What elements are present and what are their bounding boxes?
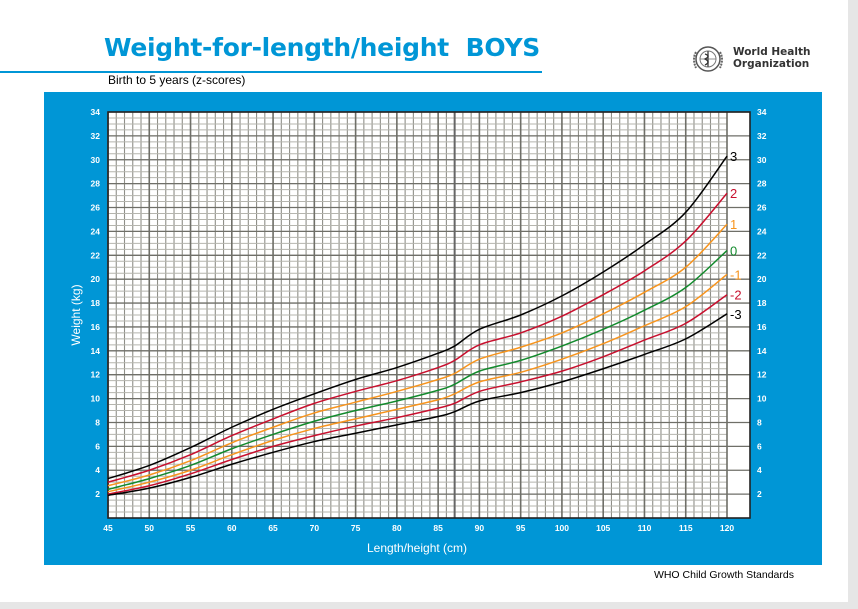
curve-z3 xyxy=(107,155,728,480)
y-tick-label-right: 10 xyxy=(757,394,767,404)
x-tick-label: 90 xyxy=(475,523,485,533)
x-tick-label: 80 xyxy=(392,523,402,533)
y-tick-label-left: 4 xyxy=(95,465,100,475)
curve-label-z3: 3 xyxy=(730,149,737,164)
y-tick-label-left: 22 xyxy=(91,250,101,260)
curve-label-z-1: -1 xyxy=(730,267,742,282)
chart-page: Weight-for-length/height BOYS Birth to 5… xyxy=(0,0,848,602)
x-tick-label: 50 xyxy=(145,523,155,533)
who-emblem-icon xyxy=(693,46,723,72)
y-tick-label-left: 24 xyxy=(91,226,101,236)
who-name: World Health Organization xyxy=(733,46,810,70)
curve-z2 xyxy=(107,192,728,483)
y-tick-label-left: 12 xyxy=(91,370,101,380)
curve-label-z1: 1 xyxy=(730,217,737,232)
curve-label-z2: 2 xyxy=(730,186,737,201)
y-tick-label-right: 4 xyxy=(757,465,762,475)
curve-label-z-2: -2 xyxy=(730,288,742,303)
curve-z0 xyxy=(107,249,728,491)
who-name-line1: World Health xyxy=(733,46,811,58)
y-tick-label-left: 14 xyxy=(91,346,101,356)
z-score-curves xyxy=(107,155,728,497)
y-tick-label-left: 10 xyxy=(91,394,101,404)
plot-frame xyxy=(107,111,751,519)
title-underline xyxy=(0,71,542,73)
y-tick-label-right: 16 xyxy=(757,322,767,332)
page-subtitle: Birth to 5 years (z-scores) xyxy=(108,73,246,87)
y-tick-label-left: 26 xyxy=(91,203,101,213)
x-tick-label: 115 xyxy=(679,523,693,533)
x-tick-labels: 45 50 55 60 65 70 75 80 85 90 95 100 105 110 115 120 xyxy=(103,523,734,533)
y-tick-label-left: 20 xyxy=(91,274,101,284)
y-tick-label-right: 26 xyxy=(757,203,767,213)
grid-major xyxy=(107,111,751,519)
y-tick-label-right: 34 xyxy=(757,107,767,117)
curve-z1 xyxy=(107,223,728,487)
curve-label-z0: 0 xyxy=(730,244,737,259)
source-note: WHO Child Growth Standards xyxy=(653,569,794,581)
y-tick-label-right: 32 xyxy=(757,131,767,141)
y-tick-label-right: 20 xyxy=(757,274,767,284)
y-tick-label-right: 12 xyxy=(757,370,767,380)
x-tick-label: 70 xyxy=(310,523,320,533)
x-tick-label: 75 xyxy=(351,523,361,533)
y-tick-label-right: 28 xyxy=(757,179,767,189)
y-tick-label-left: 6 xyxy=(95,441,100,451)
x-tick-label: 100 xyxy=(555,523,569,533)
x-tick-label: 60 xyxy=(227,523,237,533)
x-tick-label: 65 xyxy=(268,523,278,533)
y-tick-label-left: 16 xyxy=(91,322,101,332)
y-tick-label-right: 6 xyxy=(757,441,762,451)
y-tick-label-right: 2 xyxy=(757,489,762,499)
x-tick-label: 85 xyxy=(433,523,443,533)
y-tick-label-right: 22 xyxy=(757,250,767,260)
y-tick-label-left: 8 xyxy=(95,417,100,427)
curve-label-z-3: -3 xyxy=(730,307,742,322)
y-tick-label-right: 14 xyxy=(757,346,767,356)
y-tick-label-left: 2 xyxy=(95,489,100,499)
x-tick-label: 45 xyxy=(103,523,113,533)
x-tick-label: 95 xyxy=(516,523,526,533)
curve-z-3 xyxy=(107,313,728,497)
page-title: Weight-for-length/height BOYS xyxy=(104,33,540,62)
y-tick-label-right: 18 xyxy=(757,298,767,308)
x-tick-label: 105 xyxy=(596,523,610,533)
curve-z-2 xyxy=(107,294,728,495)
y-tick-label-right: 8 xyxy=(757,417,762,427)
x-tick-label: 120 xyxy=(720,523,734,533)
y-axis-label: Weight (kg) xyxy=(69,284,83,345)
y-tick-label-left: 18 xyxy=(91,298,101,308)
curve-z-1 xyxy=(107,273,728,493)
x-axis-label: Length/height (cm) xyxy=(367,541,467,555)
x-tick-label: 55 xyxy=(186,523,196,533)
who-name-line2: Organization xyxy=(733,58,810,70)
y-tick-label-right: 30 xyxy=(757,155,767,165)
y-tick-label-left: 34 xyxy=(91,107,101,117)
y-tick-label-left: 32 xyxy=(91,131,101,141)
y-tick-label-left: 30 xyxy=(91,155,101,165)
x-tick-label: 110 xyxy=(638,523,652,533)
curve-end-labels: 3 2 1 0 -1 -2 -3 xyxy=(730,149,742,322)
y-tick-label-left: 28 xyxy=(91,179,101,189)
y-tick-label-right: 24 xyxy=(757,226,767,236)
